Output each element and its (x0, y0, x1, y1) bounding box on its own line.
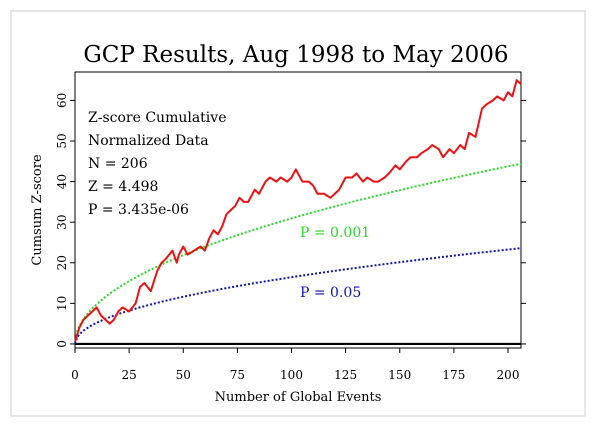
stat-line-3: N = 206 (88, 156, 148, 172)
x-tick-label: 125 (334, 368, 357, 382)
x-tick-label: 200 (497, 368, 520, 382)
y-tick-label: 30 (55, 215, 69, 230)
stat-line-1: Z-score Cumulative (88, 110, 226, 126)
y-tick-label: 0 (55, 340, 69, 348)
y-tick-label: 40 (55, 174, 69, 189)
stat-line-4: Z = 4.498 (88, 179, 158, 195)
x-tick-label: 75 (230, 368, 245, 382)
p05-curve-label: P = 0.05 (300, 285, 361, 301)
axis-ticks: 0 25 50 75 100 125 150 175 200 0 10 20 30 40 50 60 (55, 93, 526, 382)
x-tick-label: 25 (121, 368, 136, 382)
x-tick-label: 50 (176, 368, 191, 382)
chart-title: GCP Results, Aug 1998 to May 2006 (83, 42, 508, 68)
series-cumsum-line (74, 79, 522, 343)
p001-curve-label: P = 0.001 (300, 225, 370, 241)
y-tick-label: 60 (55, 93, 69, 108)
x-tick-label: 0 (71, 368, 79, 382)
y-tick-label: 10 (55, 296, 69, 311)
plot-frame (74, 71, 522, 349)
series-p001-line (74, 162, 522, 345)
y-tick-label: 20 (55, 255, 69, 270)
figure-frame (10, 10, 586, 417)
series-group (74, 79, 522, 346)
x-tick-label: 175 (442, 368, 465, 382)
x-tick-label: 100 (280, 368, 303, 382)
series-p05-line (74, 247, 522, 345)
stat-line-2: Normalized Data (88, 133, 209, 149)
x-axis-label: Number of Global Events (215, 390, 382, 405)
y-axis-label: Cumsum Z-score (30, 154, 45, 266)
y-tick-label: 50 (55, 133, 69, 148)
x-tick-label: 150 (388, 368, 411, 382)
stat-line-5: P = 3.435e-06 (88, 202, 189, 218)
